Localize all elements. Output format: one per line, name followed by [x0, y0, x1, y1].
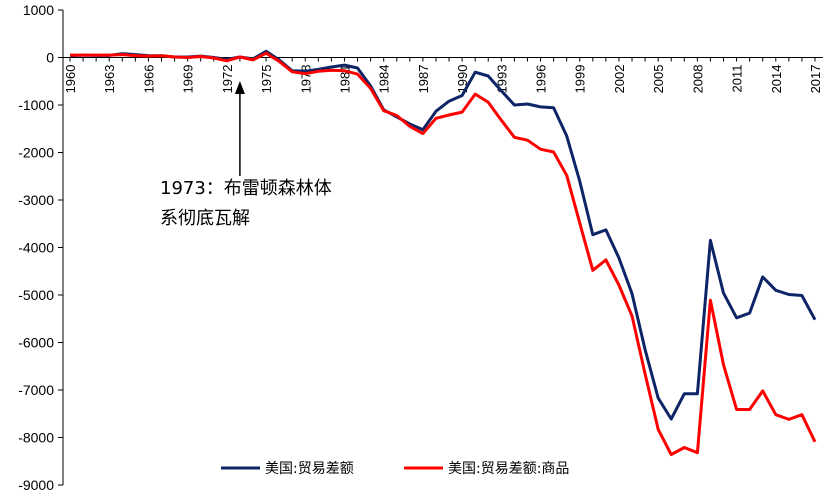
x-tick-label: 1990 [455, 65, 470, 94]
y-tick-label: -8000 [18, 430, 54, 446]
y-tick-labels: 1000 0 -1000 -2000 -3000 -4000 -5000 -6000 -7000… [18, 2, 54, 493]
x-tick-label: 2017 [808, 65, 823, 94]
x-tick-label: 2011 [730, 65, 745, 93]
x-tick-label: 1960 [63, 65, 78, 94]
x-tick-label: 2014 [769, 65, 784, 94]
legend-label-goods-trade-balance: 美国:贸易差额:商品 [448, 461, 569, 477]
x-tick-label: 2005 [651, 65, 666, 94]
x-tick-label: 1984 [377, 65, 392, 94]
x-tick-label: 1975 [259, 65, 274, 94]
x-tick-label: 1981 [337, 65, 352, 94]
x-tick-label: 1993 [494, 65, 509, 94]
series-line-0 [69, 49, 817, 421]
x-tick-label: 1996 [534, 65, 549, 94]
x-tick-label: 2008 [690, 65, 705, 94]
y-tick-label: -5000 [18, 287, 54, 303]
x-tick-label: 1978 [298, 65, 313, 94]
annotation-arrow-head [234, 81, 245, 94]
y-axis [58, 9, 64, 486]
y-tick-label: -4000 [18, 240, 54, 256]
x-tick-label: 1972 [220, 65, 235, 94]
x-tick-label: 1963 [102, 65, 117, 94]
legend: 美国:贸易差额 美国:贸易差额:商品 [221, 461, 569, 477]
x-tick-label: 1966 [141, 65, 156, 94]
legend-label-trade-balance: 美国:贸易差额 [265, 461, 354, 477]
y-tick-label: -7000 [18, 382, 54, 398]
y-tick-label: -9000 [18, 477, 54, 493]
x-tick-labels: 1960 1963 1966 1969 1972 1975 1978 1981 1984 1987… [63, 65, 823, 94]
y-tick-label: -2000 [18, 145, 54, 161]
series-line-1 [70, 51, 817, 457]
y-tick-label: -1000 [18, 97, 54, 113]
annotation: 1973：布雷顿森林体 系彻底瓦解 [160, 81, 332, 229]
annotation-line-2: 系彻底瓦解 [160, 208, 250, 229]
y-tick-label: 0 [46, 50, 54, 66]
x-tick-label: 1987 [416, 65, 431, 94]
y-tick-label: 1000 [23, 2, 54, 18]
y-tick-label: -3000 [18, 192, 54, 208]
x-tick-label: 1969 [181, 65, 196, 94]
x-tick-label: 1999 [573, 65, 588, 94]
y-tick-label: -6000 [18, 335, 54, 351]
series-layer [69, 49, 817, 457]
x-tick-label: 2002 [612, 65, 627, 94]
annotation-line-1: 1973：布雷顿森林体 [160, 178, 332, 199]
